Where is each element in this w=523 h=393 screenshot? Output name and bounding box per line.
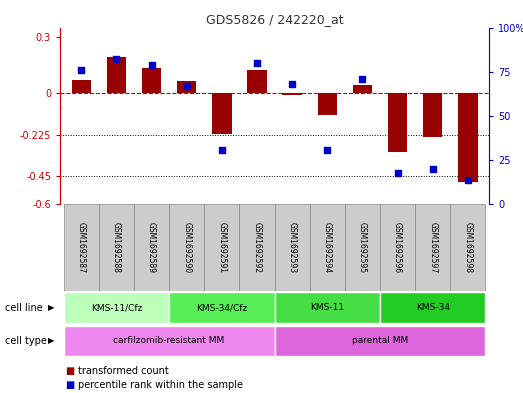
Bar xyxy=(317,93,337,115)
Text: GSM1692597: GSM1692597 xyxy=(428,222,437,273)
Text: GSM1692589: GSM1692589 xyxy=(147,222,156,273)
Point xyxy=(112,56,121,62)
Bar xyxy=(212,93,232,134)
Bar xyxy=(388,93,407,152)
Bar xyxy=(134,204,169,291)
Bar xyxy=(353,85,372,93)
Text: GSM1692588: GSM1692588 xyxy=(112,222,121,273)
Text: percentile rank within the sample: percentile rank within the sample xyxy=(78,380,243,390)
Point xyxy=(464,176,472,183)
Text: parental MM: parental MM xyxy=(352,336,408,345)
Bar xyxy=(177,81,196,93)
Text: GSM1692598: GSM1692598 xyxy=(463,222,472,273)
Text: carfilzomib-resistant MM: carfilzomib-resistant MM xyxy=(113,336,225,345)
Bar xyxy=(247,70,267,93)
Bar xyxy=(458,93,477,182)
Title: GDS5826 / 242220_at: GDS5826 / 242220_at xyxy=(206,13,344,26)
Point xyxy=(253,60,261,66)
Text: GSM1692594: GSM1692594 xyxy=(323,222,332,273)
Text: GSM1692596: GSM1692596 xyxy=(393,222,402,273)
Text: transformed count: transformed count xyxy=(78,366,169,376)
Text: cell type: cell type xyxy=(5,336,47,346)
Bar xyxy=(204,204,240,291)
Bar xyxy=(275,204,310,291)
Bar xyxy=(415,204,450,291)
Text: GSM1692595: GSM1692595 xyxy=(358,222,367,273)
Point xyxy=(288,81,297,87)
Text: cell line: cell line xyxy=(5,303,43,312)
Bar xyxy=(64,292,169,323)
Point xyxy=(428,166,437,172)
Bar xyxy=(64,326,275,356)
Bar xyxy=(169,292,275,323)
Bar xyxy=(345,204,380,291)
Bar xyxy=(142,68,161,93)
Bar xyxy=(169,204,204,291)
Text: KMS-11: KMS-11 xyxy=(310,303,344,312)
Text: ■: ■ xyxy=(65,380,75,390)
Text: KMS-34/Cfz: KMS-34/Cfz xyxy=(196,303,247,312)
Point xyxy=(147,61,156,68)
Text: ▶: ▶ xyxy=(48,303,54,312)
Bar xyxy=(64,204,99,291)
Bar xyxy=(275,292,380,323)
Point xyxy=(77,67,85,73)
Text: ▶: ▶ xyxy=(48,336,54,345)
Text: KMS-11/Cfz: KMS-11/Cfz xyxy=(90,303,142,312)
Text: KMS-34: KMS-34 xyxy=(416,303,450,312)
Bar xyxy=(107,57,126,93)
Bar xyxy=(72,80,91,93)
Text: GSM1692593: GSM1692593 xyxy=(288,222,297,273)
Point xyxy=(218,146,226,152)
Bar xyxy=(423,93,442,137)
Point xyxy=(393,169,402,176)
Bar xyxy=(380,204,415,291)
Bar xyxy=(380,292,485,323)
Bar xyxy=(282,93,302,95)
Bar xyxy=(240,204,275,291)
Point xyxy=(323,146,332,152)
Bar xyxy=(99,204,134,291)
Point xyxy=(358,75,367,82)
Bar xyxy=(450,204,485,291)
Text: GSM1692591: GSM1692591 xyxy=(218,222,226,273)
Bar xyxy=(275,326,485,356)
Point xyxy=(183,83,191,89)
Text: GSM1692592: GSM1692592 xyxy=(253,222,262,273)
Text: ■: ■ xyxy=(65,366,75,376)
Text: GSM1692590: GSM1692590 xyxy=(182,222,191,273)
Bar xyxy=(310,204,345,291)
Text: GSM1692587: GSM1692587 xyxy=(77,222,86,273)
